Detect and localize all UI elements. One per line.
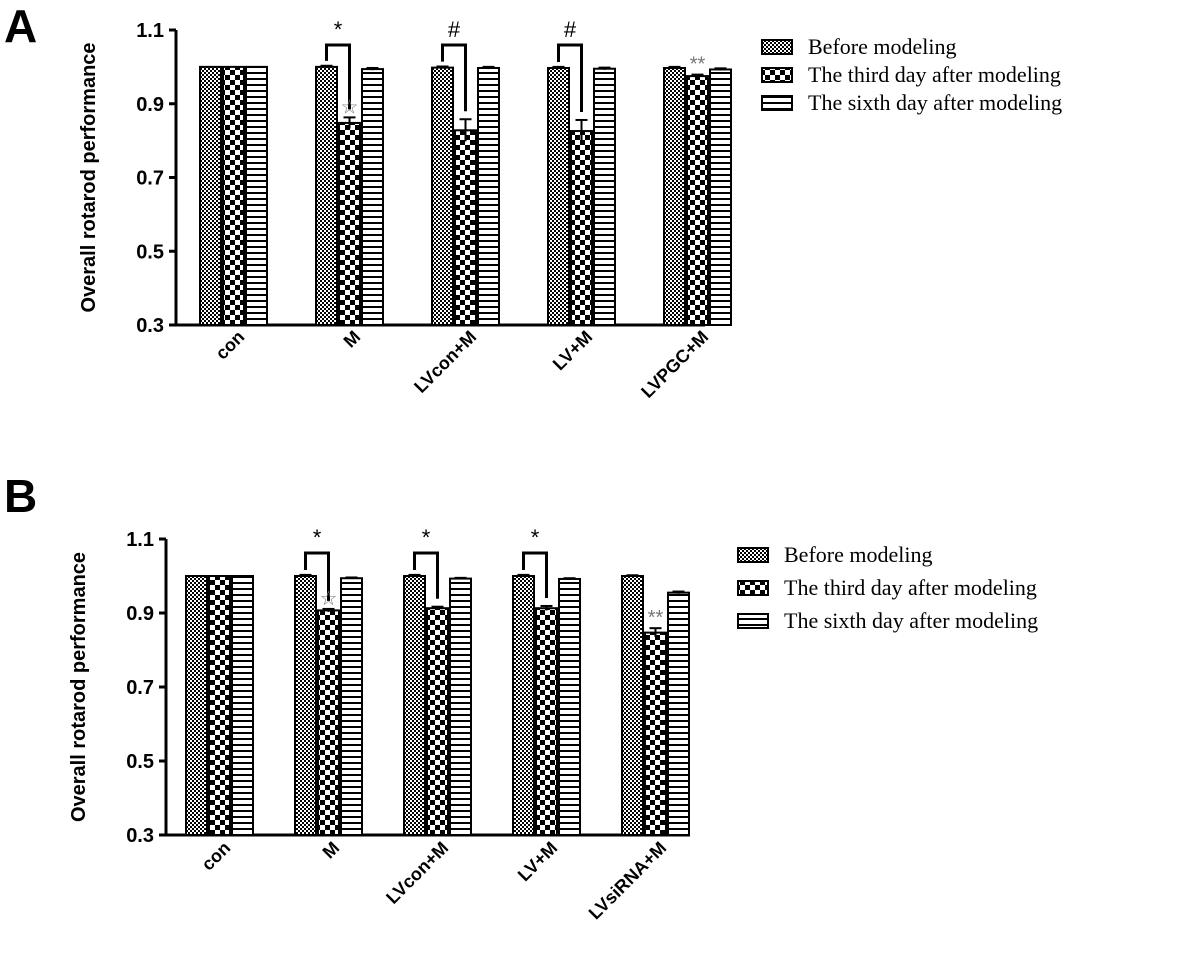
legend-label: Before modeling	[784, 542, 932, 567]
panel-letter: A	[4, 0, 37, 52]
category-label: M	[319, 838, 344, 863]
significance-label: *	[334, 17, 343, 42]
bar	[535, 607, 558, 836]
bar	[686, 75, 709, 326]
bar	[340, 577, 363, 836]
category-label: LV+M	[514, 838, 561, 885]
legend-swatch	[761, 95, 793, 111]
bar	[593, 67, 616, 326]
category-label: LVcon+M	[410, 327, 480, 397]
category-label: LVsiRNA+M	[585, 838, 671, 924]
significance-label: *	[313, 525, 322, 550]
category-label: LV+M	[549, 327, 596, 374]
bar	[558, 577, 581, 837]
bar	[449, 577, 472, 837]
y-tick-label: 1.1	[126, 529, 154, 551]
bar	[667, 591, 690, 837]
y-tick-label: 0.9	[126, 603, 154, 625]
significance-bracket	[304, 551, 330, 601]
category-label: M	[340, 327, 365, 352]
bar	[222, 65, 245, 326]
significance-bracket	[522, 551, 548, 598]
y-tick-label: 0.7	[126, 677, 154, 699]
y-tick-label: 0.7	[136, 168, 164, 190]
bar	[570, 130, 593, 326]
bar	[338, 121, 361, 326]
significance-bracket	[325, 43, 351, 110]
legend-swatch	[737, 613, 769, 629]
bar	[709, 68, 732, 326]
bar	[477, 66, 500, 326]
legend-label: The third day after modeling	[808, 62, 1061, 87]
y-tick-label: 0.5	[136, 241, 164, 263]
legend-label: Before modeling	[808, 34, 956, 59]
significance-bracket	[441, 43, 467, 112]
bar	[644, 631, 667, 836]
annotation-label: ☆	[341, 96, 359, 118]
bar	[361, 68, 384, 327]
y-tick-label: 0.3	[136, 315, 164, 337]
significance-label: *	[531, 525, 540, 550]
panel-letter: B	[4, 470, 37, 522]
significance-label: #	[448, 17, 461, 42]
y-axis-label: Overall rotarod performance	[78, 42, 100, 312]
bar	[231, 575, 254, 836]
annotation-label: **	[648, 607, 664, 629]
annotation-label: ☆	[320, 588, 338, 610]
bar	[431, 66, 454, 327]
bar	[663, 66, 686, 326]
bar	[315, 65, 338, 326]
y-tick-label: 1.1	[136, 20, 164, 42]
chart-panel-A: A Overall rotarod performance 0.3 0.5 0.7 0.9…	[4, 0, 1062, 402]
bar	[294, 575, 317, 836]
category-label: con	[198, 838, 235, 875]
significance-label: #	[564, 17, 577, 42]
y-tick-label: 0.9	[136, 94, 164, 116]
significance-bracket	[557, 43, 583, 112]
bar	[185, 575, 208, 836]
bar	[426, 607, 449, 836]
category-label: LVcon+M	[382, 838, 452, 908]
legend-swatch	[737, 547, 769, 563]
category-label: LVPGC+M	[637, 327, 712, 402]
bar	[403, 575, 426, 836]
bar	[454, 129, 477, 326]
y-axis-label: Overall rotarod performance	[68, 552, 90, 822]
bar	[208, 575, 231, 836]
bar	[317, 609, 340, 836]
bar	[547, 66, 570, 326]
category-label: con	[212, 327, 249, 364]
legend-label: The third day after modeling	[784, 575, 1037, 600]
annotation-label: **	[690, 54, 706, 76]
legend-swatch	[761, 67, 793, 83]
legend-label: The sixth day after modeling	[808, 90, 1062, 115]
bar	[199, 65, 222, 326]
chart-panel-B: B Overall rotarod performance 0.3 0.5 0.7 0.9…	[4, 470, 1038, 923]
bar	[621, 575, 644, 836]
significance-bracket	[413, 551, 439, 599]
bar	[512, 575, 535, 836]
significance-label: *	[422, 525, 431, 550]
legend-label: The sixth day after modeling	[784, 608, 1038, 633]
bar	[245, 65, 268, 326]
y-tick-label: 0.3	[126, 825, 154, 847]
y-tick-label: 0.5	[126, 751, 154, 773]
legend-swatch	[761, 39, 793, 55]
legend-swatch	[737, 580, 769, 596]
